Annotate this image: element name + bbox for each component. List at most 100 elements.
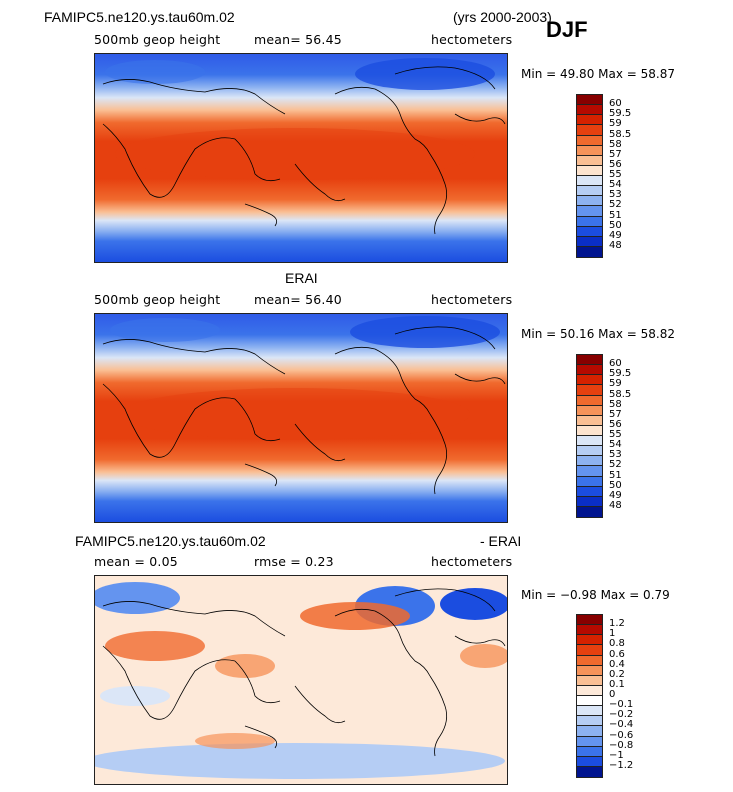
- colorbar-box: [577, 115, 602, 126]
- panel2-units: hectometers: [431, 292, 513, 307]
- panel1-variable: 500mb geop height: [94, 32, 221, 47]
- colorbar-label: −0.2: [609, 709, 634, 721]
- colorbar-box: [577, 466, 602, 477]
- colorbar-box: [577, 236, 602, 247]
- colorbar-label: 52: [609, 199, 622, 211]
- colorbar-box: [577, 105, 602, 116]
- colorbar-label: 0.8: [609, 638, 625, 650]
- colorbar-box: [577, 736, 602, 747]
- colorbar-box: [577, 655, 602, 666]
- colorbar-box: [577, 425, 602, 436]
- panel1-mean: mean= 56.45: [254, 32, 342, 47]
- colorbar-box: [577, 706, 602, 717]
- colorbar-box: [577, 415, 602, 426]
- colorbar-label: 52: [609, 459, 622, 471]
- colorbar-label: 59.5: [609, 108, 632, 120]
- colorbar-box: [577, 496, 602, 507]
- colorbar-label: 58.5: [609, 388, 632, 400]
- colorbar-label: 58: [609, 138, 622, 150]
- colorbar-label: 60: [609, 98, 622, 110]
- colorbar-box: [577, 726, 602, 737]
- panel3-title-suffix: - ERAI: [480, 533, 522, 549]
- year-range: (yrs 2000-2003): [453, 9, 552, 25]
- panel2-title: ERAI: [285, 270, 318, 286]
- colorbar-box: [577, 665, 602, 676]
- colorbar-label: 48: [609, 499, 622, 511]
- colorbar-box: [577, 375, 602, 386]
- colorbar-box: [577, 365, 602, 376]
- colorbar-label: 53: [609, 449, 622, 461]
- colorbar-box: [577, 216, 602, 227]
- panel3-map: [94, 575, 508, 785]
- panel3-mean: mean = 0.05: [94, 554, 178, 569]
- colorbar-box: [577, 186, 602, 197]
- panel2-minmax: Min = 50.16 Max = 58.82: [521, 327, 675, 341]
- colorbar-label: −1: [609, 749, 624, 761]
- colorbar-label: 1.2: [609, 618, 625, 630]
- colorbar-box: [577, 756, 602, 767]
- colorbar-box: [577, 206, 602, 217]
- panel3-rmse: rmse = 0.23: [254, 554, 334, 569]
- panel1-units: hectometers: [431, 32, 513, 47]
- colorbar-label: 59: [609, 118, 622, 130]
- colorbar-box: [577, 355, 602, 366]
- panel1-minmax: Min = 49.80 Max = 58.87: [521, 67, 675, 81]
- colorbar-box: [577, 165, 602, 176]
- panel3-minmax: Min = −0.98 Max = 0.79: [521, 588, 670, 602]
- colorbar-label: 50: [609, 219, 622, 231]
- colorbar-box: [577, 95, 602, 106]
- colorbar-box: [577, 746, 602, 757]
- colorbar-box: [577, 196, 602, 207]
- colorbar-box: [577, 696, 602, 707]
- colorbar-label: 59: [609, 378, 622, 390]
- colorbar-label: 0.6: [609, 648, 625, 660]
- panel1-map-plot: [95, 54, 507, 262]
- colorbar-box: [577, 635, 602, 646]
- colorbar-box: [577, 395, 602, 406]
- panel2-map-plot: [95, 314, 507, 522]
- colorbar-box: [577, 766, 602, 777]
- colorbar-label: 56: [609, 158, 622, 170]
- colorbar-label: −0.1: [609, 699, 634, 711]
- colorbar-label: 55: [609, 169, 622, 180]
- panel1-colorbar: [576, 94, 603, 258]
- colorbar-box: [577, 226, 602, 237]
- colorbar-box: [577, 436, 602, 447]
- colorbar-box: [577, 615, 602, 626]
- colorbar-box: [577, 246, 602, 257]
- colorbar-label: 50: [609, 479, 622, 491]
- panel3-title: FAMIPC5.ne120.ys.tau60m.02: [75, 533, 266, 549]
- panel3-colorbar: [576, 614, 603, 778]
- colorbar-label: −0.6: [609, 729, 634, 741]
- panel3-units: hectometers: [431, 554, 513, 569]
- colorbar-box: [577, 506, 602, 517]
- colorbar-box: [577, 625, 602, 636]
- colorbar-box: [577, 145, 602, 156]
- panel2-map: [94, 313, 508, 523]
- colorbar-box: [577, 685, 602, 696]
- panel2-variable: 500mb geop height: [94, 292, 221, 307]
- colorbar-label: 57: [609, 408, 622, 420]
- colorbar-label: 49: [609, 489, 622, 501]
- colorbar-label: 55: [609, 429, 622, 440]
- colorbar-label: 49: [609, 229, 622, 241]
- panel3-map-plot: [95, 576, 507, 784]
- colorbar-label: 54: [609, 439, 622, 451]
- colorbar-box: [577, 405, 602, 416]
- panel1-map: [94, 53, 508, 263]
- colorbar-label: 48: [609, 239, 622, 251]
- colorbar-box: [577, 675, 602, 686]
- colorbar-label: 51: [609, 469, 622, 481]
- season-label: DJF: [546, 17, 588, 42]
- colorbar-box: [577, 476, 602, 487]
- colorbar-label: 57: [609, 148, 622, 160]
- colorbar-box: [577, 446, 602, 457]
- colorbar-label: −0.8: [609, 739, 634, 751]
- colorbar-label: 54: [609, 179, 622, 191]
- colorbar-label: 0: [609, 689, 616, 700]
- colorbar-box: [577, 486, 602, 497]
- colorbar-label: −1.2: [609, 759, 634, 771]
- colorbar-box: [577, 155, 602, 166]
- colorbar-label: 51: [609, 209, 622, 221]
- colorbar-box: [577, 176, 602, 187]
